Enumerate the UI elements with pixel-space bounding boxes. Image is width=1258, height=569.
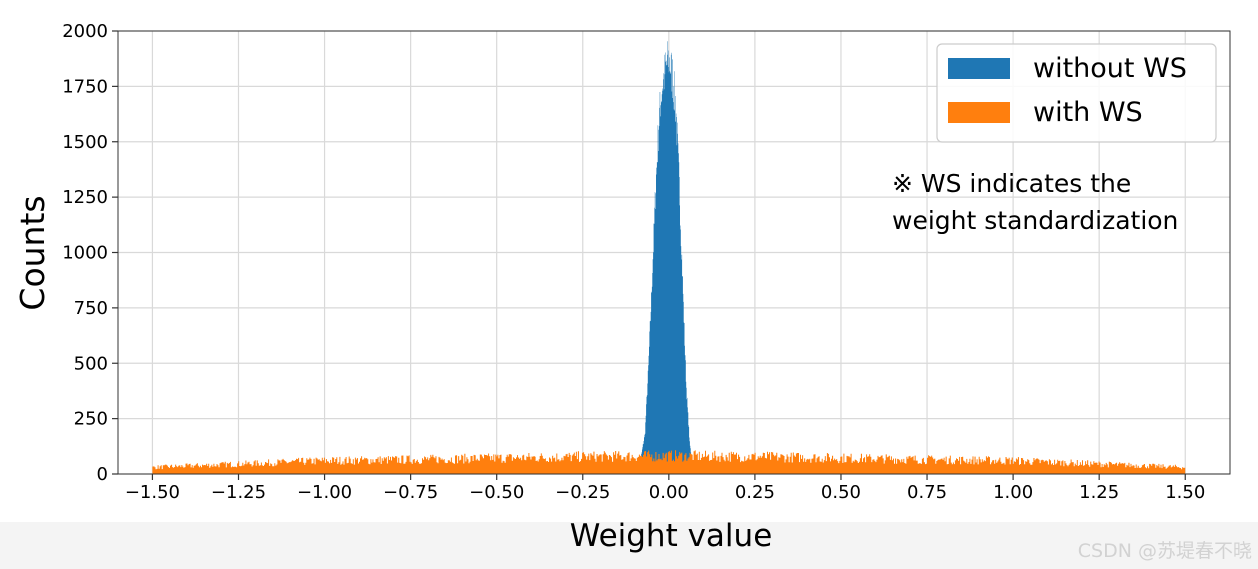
- tick-layer: −1.50 −1.25 −1.00 −0.75 −0.50 −0.25 0.00 0.25 0.…: [62, 21, 1205, 503]
- x-tick-label: −1.25: [211, 482, 266, 503]
- x-tick-label: 0.25: [735, 482, 775, 503]
- series-layer: [152, 41, 1186, 475]
- y-tick-label: 750: [74, 298, 108, 319]
- y-tick-label: 0: [97, 464, 108, 485]
- x-tick-label: −1.50: [125, 482, 180, 503]
- watermark-text: CSDN @苏堤春不晓: [1077, 540, 1252, 562]
- y-tick-label: 1500: [62, 132, 108, 153]
- annotation-line: ※ WS indicates the: [892, 169, 1131, 198]
- legend: without WS with WS: [936, 43, 1217, 143]
- x-tick-label: −1.00: [297, 482, 352, 503]
- x-tick-label: −0.75: [383, 482, 438, 503]
- annotation-line: weight standardization: [892, 206, 1178, 235]
- y-tick-label: 2000: [62, 21, 108, 42]
- legend-swatch: [948, 58, 1010, 79]
- legend-label: without WS: [1033, 53, 1187, 84]
- footer-band: [0, 522, 1258, 569]
- x-axis-label: Weight value: [569, 518, 773, 554]
- x-tick-label: −0.50: [469, 482, 524, 503]
- annotation-note: ※ WS indicates the weight standardization: [892, 169, 1178, 235]
- y-tick-label: 250: [74, 409, 108, 430]
- legend-label: with WS: [1033, 97, 1143, 128]
- x-tick-label: 1.00: [993, 482, 1033, 503]
- x-tick-label: −0.25: [555, 482, 610, 503]
- y-axis-label: Counts: [13, 195, 52, 310]
- x-tick-label: 0.00: [649, 482, 689, 503]
- x-tick-label: 0.75: [907, 482, 947, 503]
- y-tick-label: 500: [74, 353, 108, 374]
- series-with-ws-bars: [152, 450, 1186, 474]
- y-tick-label: 1000: [62, 243, 108, 264]
- legend-swatch: [948, 102, 1010, 123]
- series-without-ws-bars: [637, 41, 693, 475]
- y-tick-label: 1250: [62, 187, 108, 208]
- y-tick-label: 1750: [62, 76, 108, 97]
- x-tick-label: 0.50: [821, 482, 861, 503]
- x-tick-label: 1.50: [1165, 482, 1205, 503]
- x-tick-label: 1.25: [1079, 482, 1119, 503]
